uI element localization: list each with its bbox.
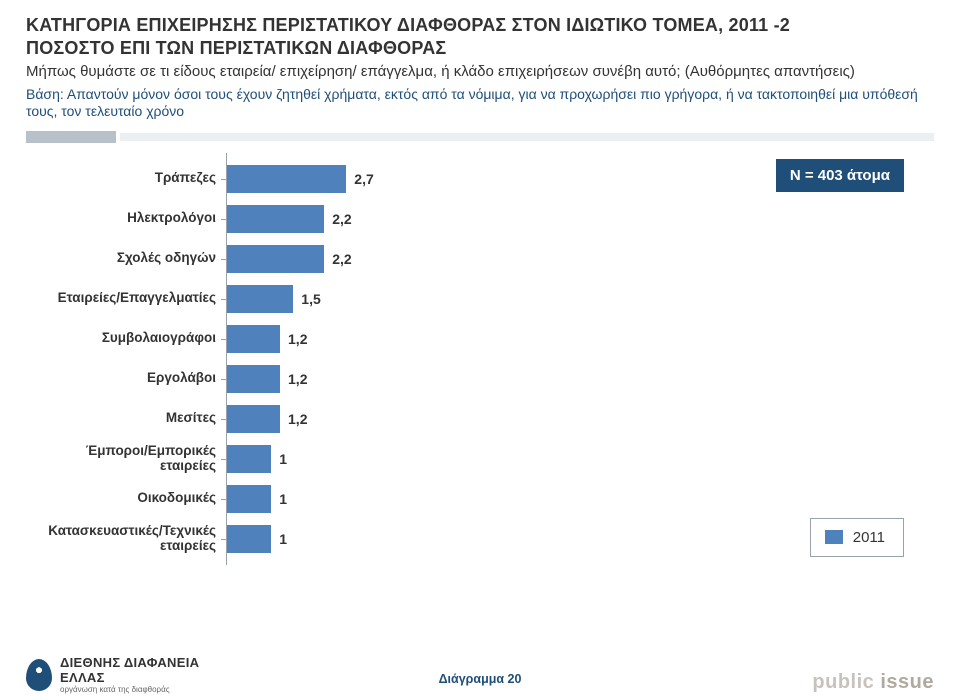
legend-swatch [825, 530, 843, 544]
bar-wrap: 1,5 [226, 279, 934, 319]
bar-wrap: 1,2 [226, 399, 934, 439]
bar [227, 205, 324, 233]
category-label: Συμβολαιογράφοι [26, 331, 226, 346]
ti-logo: ΔΙΕΘΝΗΣ ΔΙΑΦΑΝΕΙΑ ΕΛΛΑΣ οργάνωση κατά τη… [26, 655, 199, 694]
bar [227, 365, 280, 393]
pi-text-2: issue [880, 671, 934, 693]
bar-row: Εργολάβοι 1,2 [26, 359, 934, 399]
value-label: 2,2 [332, 251, 351, 267]
bar [227, 405, 280, 433]
divider-track [120, 133, 934, 141]
value-label: 1 [279, 531, 287, 547]
bar-row: Κατασκευαστικές/Τεχνικές εταιρείες 1 [26, 519, 934, 559]
chart-area: Ν = 403 άτομα Τράπεζες2,7Ηλεκτρολόγοι2,2… [26, 159, 934, 599]
legend: 2011 [810, 518, 904, 557]
bar-wrap: 1 [226, 479, 934, 519]
bar [227, 445, 271, 473]
bar-rows: Τράπεζες 2,7 Ηλεκτρολόγοι 2,2 Σχολές οδηγών 2… [26, 159, 934, 559]
pi-text-1: public [812, 671, 880, 693]
ti-flame-icon [26, 659, 52, 691]
public-issue-logo: public issue [812, 671, 934, 694]
bar-wrap: 1,2 [226, 319, 934, 359]
chart-base-note: Βάση: Απαντούν μόνον όσοι τους έχουν ζητ… [26, 86, 934, 121]
value-label: 1 [279, 451, 287, 467]
pi-text: public issue [812, 671, 934, 693]
bar-row: Οικοδομικές 1 [26, 479, 934, 519]
chart-title-line2: ΠΟΣΟΣΤΟ ΕΠΙ ΤΩΝ ΠΕΡΙΣΤΑΤΙΚΩΝ ΔΙΑΦΘΟΡΑΣ [26, 37, 934, 60]
category-label: Κατασκευαστικές/Τεχνικές εταιρείες [26, 524, 226, 554]
value-label: 1,2 [288, 371, 307, 387]
bar-row: Σχολές οδηγών 2,2 [26, 239, 934, 279]
value-label: 2,7 [354, 171, 373, 187]
category-label: Εργολάβοι [26, 371, 226, 386]
category-label: Σχολές οδηγών [26, 251, 226, 266]
bar-wrap: 1,2 [226, 359, 934, 399]
bar-row: Εταιρείες/Επαγγελματίες 1,5 [26, 279, 934, 319]
page: ΚΑΤΗΓΟΡΙΑ ΕΠΙΧΕΙΡΗΣΗΣ ΠΕΡΙΣΤΑΤΙΚΟΥ ΔΙΑΦΘ… [0, 0, 960, 700]
bar [227, 285, 293, 313]
bar-row: Μεσίτες 1,2 [26, 399, 934, 439]
category-label: Οικοδομικές [26, 491, 226, 506]
footer-left: ΔΙΕΘΝΗΣ ΔΙΑΦΑΝΕΙΑ ΕΛΛΑΣ οργάνωση κατά τη… [26, 655, 199, 694]
bar-row: Έμποροι/Εμπορικές εταιρείες 1 [26, 439, 934, 479]
legend-label: 2011 [853, 529, 885, 546]
bar-wrap: 2,2 [226, 239, 934, 279]
value-label: 1,2 [288, 411, 307, 427]
category-label: Τράπεζες [26, 171, 226, 186]
diagram-number: Διάγραμμα 20 [439, 672, 522, 686]
category-label: Έμποροι/Εμπορικές εταιρείες [26, 444, 226, 474]
chart-question: Μήπως θυμάστε σε τι είδους εταιρεία/ επι… [26, 63, 934, 82]
value-label: 1,2 [288, 331, 307, 347]
divider-accent [26, 131, 116, 143]
bar-row: Ηλεκτρολόγοι 2,2 [26, 199, 934, 239]
bar [227, 485, 271, 513]
bar-wrap: 2,2 [226, 199, 934, 239]
bar-row: Συμβολαιογράφοι 1,2 [26, 319, 934, 359]
bar [227, 525, 271, 553]
ti-line2: ΕΛΛΑΣ [60, 670, 199, 685]
ti-line1: ΔΙΕΘΝΗΣ ΔΙΑΦΑΝΕΙΑ [60, 655, 199, 670]
value-label: 1 [279, 491, 287, 507]
chart-title-line1: ΚΑΤΗΓΟΡΙΑ ΕΠΙΧΕΙΡΗΣΗΣ ΠΕΡΙΣΤΑΤΙΚΟΥ ΔΙΑΦΘ… [26, 14, 934, 37]
ti-line3: οργάνωση κατά της διαφθοράς [60, 685, 199, 694]
bar-wrap: 2,7 [226, 159, 934, 199]
category-label: Εταιρείες/Επαγγελματίες [26, 291, 226, 306]
ti-text: ΔΙΕΘΝΗΣ ΔΙΑΦΑΝΕΙΑ ΕΛΛΑΣ οργάνωση κατά τη… [60, 655, 199, 694]
bar-wrap: 1 [226, 439, 934, 479]
bar [227, 165, 346, 193]
value-label: 2,2 [332, 211, 351, 227]
value-label: 1,5 [301, 291, 320, 307]
bar-row: Τράπεζες 2,7 [26, 159, 934, 199]
footer: ΔΙΕΘΝΗΣ ΔΙΑΦΑΝΕΙΑ ΕΛΛΑΣ οργάνωση κατά τη… [0, 655, 960, 694]
section-divider [26, 131, 934, 143]
category-label: Μεσίτες [26, 411, 226, 426]
bar [227, 245, 324, 273]
bar [227, 325, 280, 353]
category-label: Ηλεκτρολόγοι [26, 211, 226, 226]
